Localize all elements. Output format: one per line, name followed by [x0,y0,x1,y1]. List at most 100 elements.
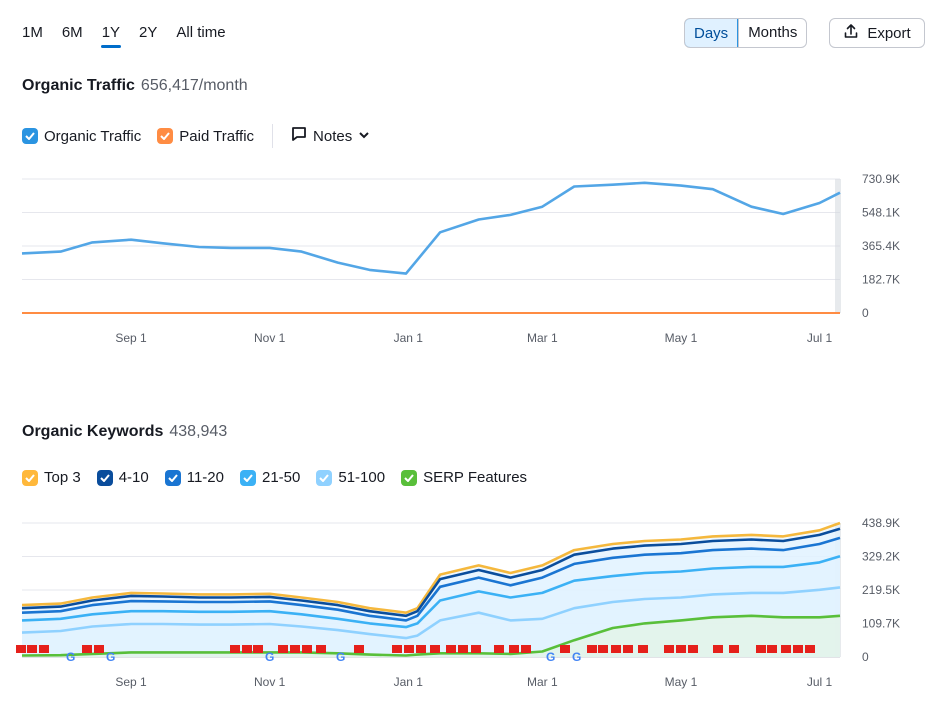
google-update-flag-icon [471,645,481,653]
google-icon: G [572,650,581,664]
google-update-flag-icon [416,645,426,653]
google-icon: G [336,650,345,664]
google-update-flag-icon [278,645,288,653]
google-update-flag-icon [756,645,766,653]
google-update-flag-icon [805,645,815,653]
google-update-flag-icon [713,645,723,653]
legend-21-50[interactable]: 21-50 [240,469,300,486]
google-update-flag-icon [676,645,686,653]
google-update-flag-icon [767,645,777,653]
checkbox-icon[interactable] [316,469,333,486]
checkbox-icon[interactable] [22,469,38,486]
period-tab-1m[interactable]: 1M [22,24,43,41]
period-tab-6m[interactable]: 6M [61,24,83,41]
x-tick-label: Jul 1 [807,675,833,689]
google-icon: G [546,650,555,664]
google-update-flag-icon [623,645,633,653]
keywords-heading: Organic Keywords 438,943 [22,423,227,441]
google-update-flag-icon [242,645,252,653]
legend-label: 51-100 [338,469,386,486]
period-tab-2y[interactable]: 2Y [139,24,158,41]
x-tick-label: May 1 [665,331,698,345]
y-tick-label: 0 [862,306,869,320]
google-update-flag-icon [587,645,597,653]
google-update-flag-icon [688,645,698,653]
notes-dropdown[interactable]: Notes [291,126,370,146]
google-update-flag-icon [82,645,92,653]
organic-keywords-chart[interactable]: 0 109.7K 219.5K 329.2K 438.9K Sep 1 Nov 1 Jan 1… [0,510,944,710]
checkbox-icon[interactable] [157,128,174,144]
period-tab-all-time[interactable]: All time [176,24,226,41]
organic-traffic-chart[interactable]: 0 182.7K 365.4K 548.1K 730.9K Sep 1 Nov 1 Jan 1… [0,165,944,355]
x-tick-label: Jan 1 [394,675,424,689]
notes-label: Notes [313,127,353,145]
export-button[interactable]: Export [829,18,925,48]
google-update-flag-icon [253,645,263,653]
google-update-flag-icon [430,645,440,653]
google-update-flag-icon [230,645,240,653]
legend-divider [272,124,274,148]
period-tab-1y[interactable]: 1Y [100,24,122,48]
series-line [21,536,841,622]
google-update-flag-icon [316,645,326,653]
legend-paid-traffic[interactable]: Paid Traffic [157,128,254,145]
series-line [21,527,841,618]
x-tick-label: Sep 1 [115,331,147,345]
y-tick-label: 365.4K [862,239,900,253]
google-icon: G [106,650,115,664]
checkbox-icon[interactable] [96,469,113,486]
series-line [21,181,841,275]
google-update-flag-icon [729,645,739,653]
google-icon: G [265,650,274,664]
months-button[interactable]: Months [738,19,806,47]
google-icon: G [66,650,75,664]
x-tick-label: Nov 1 [254,331,286,345]
series-line [21,614,841,657]
legend-label: SERP Features [423,469,528,486]
y-tick-label: 329.2K [862,550,900,564]
x-tick-label: Nov 1 [254,675,286,689]
series-area [22,615,840,657]
checkbox-icon[interactable] [401,469,418,486]
legend-4-10[interactable]: 4-10 [96,469,149,486]
traffic-heading: Organic Traffic 656,417/month [22,77,248,95]
series-line [21,586,841,640]
google-update-flag-icon [290,645,300,653]
legend-top-3[interactable]: Top 3 [22,469,81,486]
keywords-title: Organic Keywords [22,423,164,440]
y-tick-label: 219.5K [862,583,900,597]
x-tick-label: Mar 1 [527,675,558,689]
period-tabs: 1M 6M 1Y 2Y All time [22,24,245,48]
google-update-flag-icon [39,645,49,653]
checkbox-icon[interactable] [240,469,256,486]
legend-organic-traffic[interactable]: Organic Traffic [22,128,141,145]
checkbox-icon[interactable] [22,128,38,144]
legend-11-20[interactable]: 11-20 [164,469,224,486]
export-label: Export [867,24,911,42]
legend-serp-features[interactable]: SERP Features [401,469,527,486]
google-update-flag-icon [94,645,104,653]
google-update-flag-icon [781,645,791,653]
days-button[interactable]: Days [685,19,739,47]
hover-band [835,179,841,313]
chevron-down-icon [358,128,370,145]
google-update-flag-icon [793,645,803,653]
google-update-flag-icon [392,645,402,653]
legend-label: Paid Traffic [179,127,255,145]
google-update-flag-icon [302,645,312,653]
legend-label: 21-50 [262,469,301,486]
google-update-flag-icon [354,645,364,653]
legend-label: Top 3 [44,469,81,486]
checkbox-icon[interactable] [164,469,181,486]
x-tick-label: Jan 1 [394,331,424,345]
y-tick-label: 438.9K [862,516,900,530]
google-update-flag-icon [509,645,519,653]
legend-51-100[interactable]: 51-100 [316,469,385,486]
google-update-flag-icon [611,645,621,653]
series-line [21,554,841,629]
keywords-value: 438,943 [169,423,228,440]
traffic-title: Organic Traffic [22,77,135,94]
y-tick-label: 548.1K [862,206,900,220]
granularity-toggle: Days Months [684,18,808,48]
x-tick-label: Mar 1 [527,331,558,345]
